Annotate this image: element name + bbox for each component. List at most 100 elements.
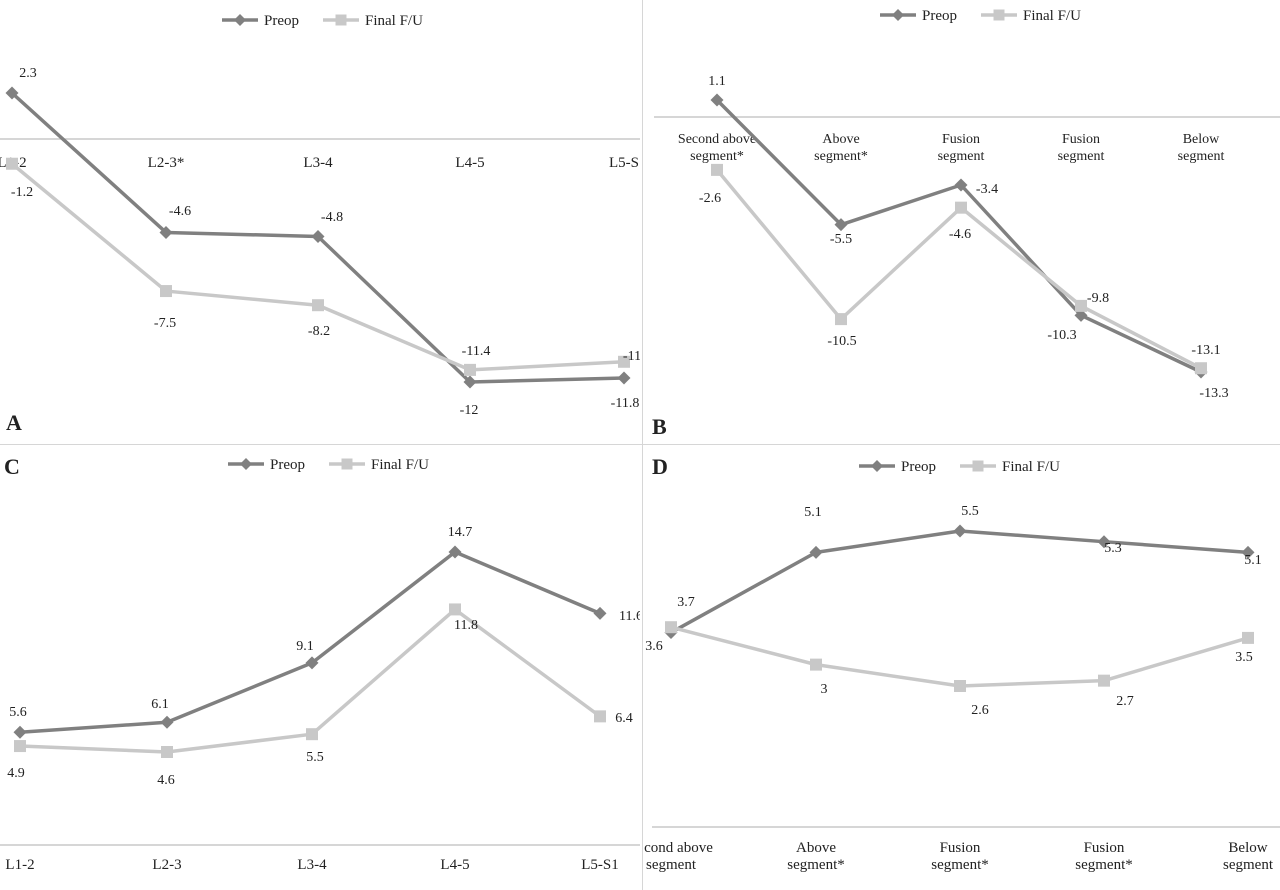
legend-label: Preop [270,457,305,473]
final-fu-point [1075,299,1087,312]
preop-point [159,225,173,239]
legend-marker-square [972,460,984,472]
data-label: -12 [460,403,479,418]
data-label: 3 [821,682,828,697]
legend-marker-diamond [871,460,883,472]
data-label: -1.2 [11,185,33,200]
data-label: 2.6 [971,703,989,718]
legend-marker-square [993,9,1005,21]
preop-point [463,375,477,389]
preop-point [953,524,967,538]
preop-point [809,545,823,559]
chart-panel-c: L1-2 L2-3 L3-4 L4-5 L5-S1 5.6 6.1 9.1 14.7 11.6 4.… [0,445,640,890]
legend-label: Final F/U [1002,459,1060,475]
data-label: -8.2 [308,324,330,339]
panel-letter: D [652,454,668,479]
final-fu-point [14,740,26,753]
legend-label: Final F/U [371,457,429,473]
legend-marker-diamond [240,458,252,470]
category-label: L2-3* [148,155,185,171]
data-label: -11 [623,349,640,364]
category-label: L4-5 [455,155,484,171]
series-line-preop [670,529,1249,635]
data-label: -2.6 [699,191,721,206]
data-label: -4.6 [949,227,971,242]
panel-divider-horizontal [0,444,1280,445]
preop-point [160,715,174,729]
line-chart-a: L1-2L2-3*L3-4L4-5L5-S2.3-4.6-4.8-12-11.8… [0,13,640,435]
final-fu-point [1242,631,1254,644]
legend-label: Preop [901,459,936,475]
final-fu-point [449,603,461,616]
data-label: 5.1 [804,505,822,520]
legend-label: Final F/U [365,13,423,29]
data-label: -11.8 [611,396,640,411]
category-label: L3-4 [297,857,327,873]
legend-marker-diamond [234,14,246,26]
legend-label: Final F/U [1023,8,1081,24]
data-label: 4.9 [7,766,25,781]
chart-panel-b: Second above segment* Above segment* Fusion s… [644,0,1280,445]
preop-point [593,606,607,620]
data-label: 6.4 [615,711,633,726]
final-fu-point [835,313,847,326]
line-chart-c: L1-2 L2-3 L3-4 L4-5 L5-S1 5.6 6.1 9.1 14.7 11.6 4.… [0,454,640,873]
preop-point [617,371,631,385]
final-fu-point [312,299,324,312]
data-label: -10.5 [827,334,856,349]
category-label: Above segment* [814,132,868,164]
data-label: 5.5 [961,504,979,519]
final-fu-point [954,680,966,692]
final-fu-point [161,746,173,758]
series-line-final-fu [670,625,1249,688]
data-label: -10.3 [1047,328,1076,343]
chart-panel-a: L1-2L2-3*L3-4L4-5L5-S2.3-4.6-4.8-12-11.8… [0,0,640,445]
category-label: L5-S1 [581,857,619,873]
final-fu-point [665,621,677,634]
legend-label: Preop [922,8,957,24]
category-label: Fusion segment [1058,132,1105,164]
panel-divider-vertical [642,0,643,890]
final-fu-point [1195,362,1207,375]
data-label: -9.8 [1087,291,1109,306]
legend: Preop Final F/U [222,13,423,29]
data-label: -11.4 [462,344,491,359]
data-label: 6.1 [151,697,169,712]
category-label: L4-5 [440,857,469,873]
data-label: 5.1 [1244,553,1262,568]
category-label: Above segment* [787,840,845,873]
preop-point [1241,545,1255,559]
final-fu-point [1098,674,1110,687]
category-label: L3-4 [303,155,333,171]
final-fu-point [810,658,822,671]
data-label: -13.3 [1199,386,1228,401]
preop-point [710,93,724,107]
preop-point [954,178,968,192]
final-fu-point [594,710,606,723]
preop-point [305,656,319,670]
preop-point [448,545,462,559]
data-label: 1.1 [708,74,726,89]
final-fu-point [618,355,630,368]
preop-point [1074,308,1088,322]
data-label: 5.3 [1104,541,1122,556]
category-label: L2-3 [152,857,181,873]
data-label: 9.1 [296,639,314,654]
data-label: 3.7 [677,595,695,610]
data-label: 14.7 [448,525,473,540]
data-label: -4.6 [169,204,191,219]
category-label: L1-2 [5,857,34,873]
preop-point [13,725,27,739]
data-label: 11.6 [619,609,640,624]
data-label: 3.6 [645,639,663,654]
preop-point [834,218,848,232]
legend: Preop Final F/U [880,8,1081,24]
preop-point [1097,535,1111,549]
data-label: 11.8 [454,618,478,633]
panel-letter: C [4,454,20,479]
data-label: 4.6 [157,773,175,788]
category-label: Fusion segment [938,132,985,164]
legend: Preop Final F/U [228,457,429,473]
legend-marker-square [341,458,353,470]
